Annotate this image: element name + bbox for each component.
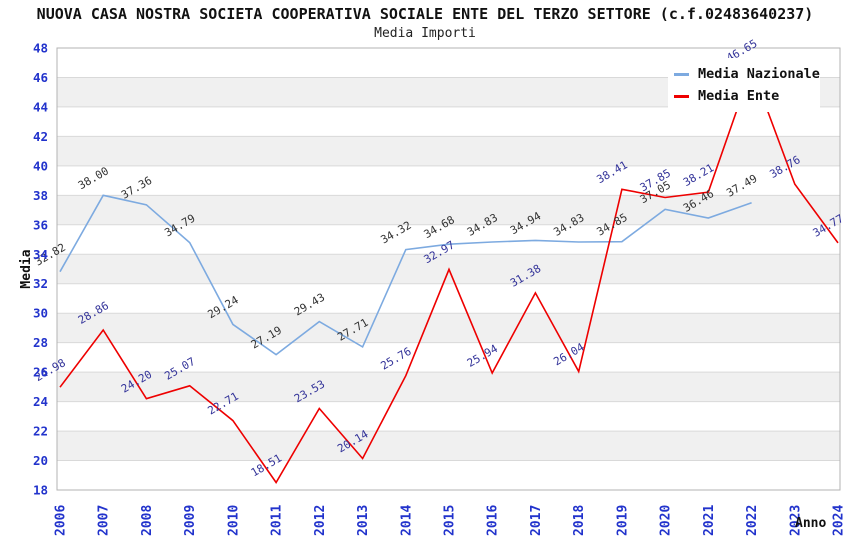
svg-text:2016: 2016 bbox=[486, 505, 501, 536]
svg-text:38: 38 bbox=[33, 188, 48, 203]
svg-text:2024: 2024 bbox=[832, 505, 847, 536]
svg-text:46: 46 bbox=[33, 70, 48, 85]
x-tick-labels: 2006 2007 2008 2009 2010 2011 2012 2013 2014 2015… bbox=[54, 505, 847, 536]
svg-text:34: 34 bbox=[33, 247, 48, 262]
svg-text:2019: 2019 bbox=[615, 505, 630, 536]
svg-text:2013: 2013 bbox=[356, 505, 371, 536]
svg-text:30: 30 bbox=[33, 306, 48, 321]
svg-text:38.00: 38.00 bbox=[76, 164, 111, 192]
chart-subtitle: Media Importi bbox=[374, 26, 476, 41]
svg-text:24: 24 bbox=[33, 394, 48, 409]
legend-item-media-ente: Media Ente bbox=[674, 85, 814, 107]
series-line-media-ente bbox=[59, 65, 839, 484]
svg-text:28: 28 bbox=[33, 335, 48, 350]
svg-text:2010: 2010 bbox=[226, 505, 241, 536]
svg-text:2014: 2014 bbox=[399, 505, 414, 536]
svg-text:26: 26 bbox=[33, 365, 48, 380]
svg-text:20: 20 bbox=[33, 453, 48, 468]
series-line-media-nazionale bbox=[59, 194, 752, 356]
chart-title: NUOVA CASA NOSTRA SOCIETA COOPERATIVA SO… bbox=[36, 5, 814, 23]
y-tick-labels: 18 20 22 24 26 28 30 32 34 36 38 40 42 44 46 48 bbox=[33, 41, 48, 498]
plot-border bbox=[56, 47, 841, 491]
svg-text:26.04: 26.04 bbox=[551, 340, 587, 368]
svg-text:2023: 2023 bbox=[788, 505, 803, 536]
svg-text:2022: 2022 bbox=[745, 505, 760, 536]
media-ente-line-swatch bbox=[674, 94, 689, 98]
svg-text:42: 42 bbox=[33, 129, 48, 144]
svg-text:2015: 2015 bbox=[443, 505, 458, 536]
svg-text:22: 22 bbox=[33, 424, 48, 439]
svg-text:2008: 2008 bbox=[140, 505, 155, 536]
svg-text:2006: 2006 bbox=[54, 505, 69, 536]
legend-label-media-ente: Media Ente bbox=[698, 88, 780, 104]
svg-text:2017: 2017 bbox=[529, 505, 544, 536]
x-axis-title: Anno bbox=[795, 516, 827, 531]
svg-text:44: 44 bbox=[33, 99, 48, 114]
svg-text:2011: 2011 bbox=[270, 505, 285, 536]
svg-text:2020: 2020 bbox=[659, 505, 674, 536]
svg-text:2012: 2012 bbox=[313, 505, 328, 536]
legend-item-media-nazionale: Media Nazionale bbox=[674, 63, 820, 85]
y-axis-title: Media bbox=[19, 249, 34, 288]
chart-legend: Media Nazionale Media Ente bbox=[668, 58, 820, 112]
svg-text:2007: 2007 bbox=[97, 505, 112, 536]
svg-text:36: 36 bbox=[33, 217, 48, 232]
svg-text:2009: 2009 bbox=[183, 505, 198, 536]
svg-text:2021: 2021 bbox=[702, 505, 717, 536]
svg-text:25.94: 25.94 bbox=[465, 342, 501, 370]
svg-text:18: 18 bbox=[33, 483, 48, 498]
media-nazionale-line-swatch bbox=[674, 72, 689, 76]
svg-text:32: 32 bbox=[33, 276, 48, 291]
svg-text:2018: 2018 bbox=[572, 505, 587, 536]
svg-text:48: 48 bbox=[33, 41, 48, 56]
legend-label-media-nazionale: Media Nazionale bbox=[698, 66, 820, 82]
svg-text:40: 40 bbox=[33, 158, 48, 173]
